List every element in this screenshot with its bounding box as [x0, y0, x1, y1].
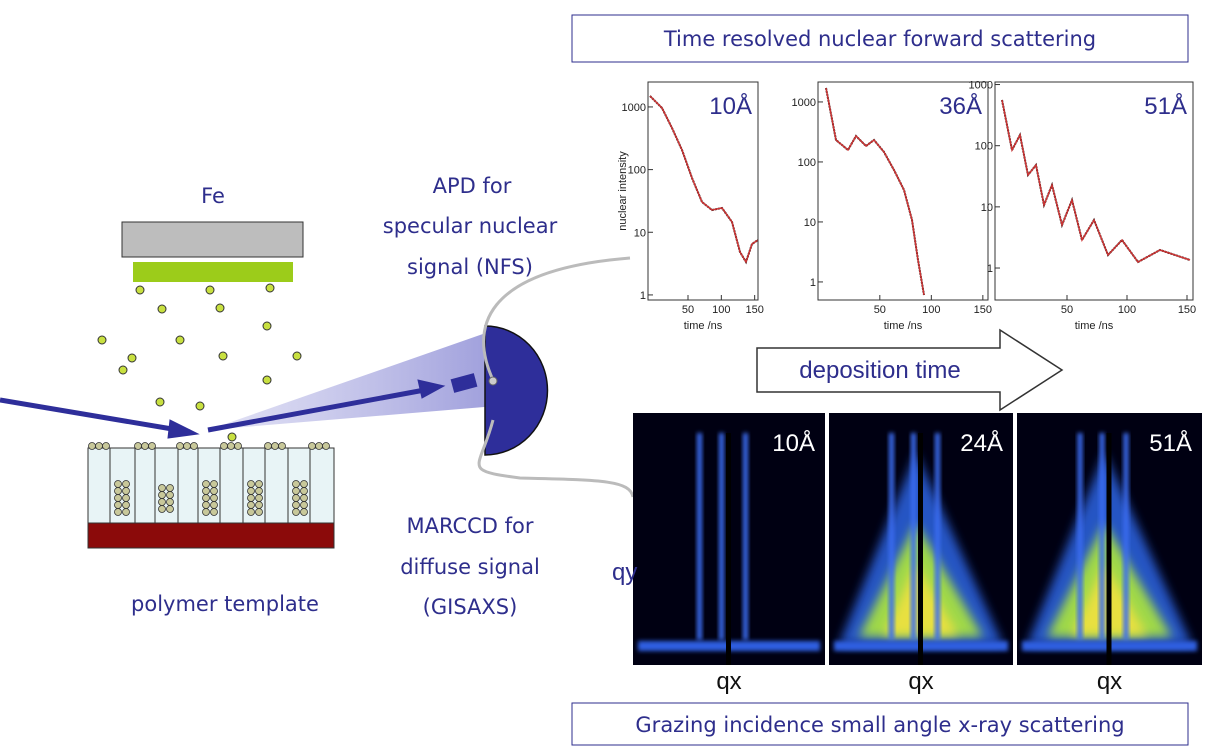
y-tick-label: 10	[634, 227, 646, 239]
y-tick-label: 100	[628, 165, 646, 177]
marccd-label: diffuse signal	[400, 555, 540, 579]
qx-label: qx	[908, 668, 933, 695]
template-label: polymer template	[131, 592, 319, 616]
streak	[889, 433, 894, 640]
thickness-label: 51Å	[1144, 92, 1187, 120]
cable	[482, 256, 631, 381]
x-tick-label: 100	[712, 304, 730, 316]
x-axis-label: time /ns	[1075, 320, 1114, 332]
apd-label: specular nuclear	[383, 214, 558, 238]
streak	[719, 433, 724, 640]
x-tick-label: 150	[745, 304, 763, 316]
y-tick-label: 1000	[622, 102, 646, 114]
x-tick-label: 150	[1178, 304, 1196, 316]
nfs-curves	[649, 87, 1191, 296]
x-axis-label: time /ns	[684, 320, 723, 332]
thickness-label: 24Å	[960, 429, 1003, 457]
thickness-label: 51Å	[1149, 429, 1192, 457]
y-tick-label: 1000	[792, 97, 816, 109]
fe-layer	[133, 262, 293, 282]
y-tick-label: 100	[798, 157, 816, 169]
title: Time resolved nuclear forward scattering	[663, 27, 1096, 51]
qx-label: qx	[716, 668, 741, 695]
polymer-template	[87, 442, 335, 549]
cable	[477, 419, 635, 498]
marccd-label: (GISAXS)	[423, 595, 518, 619]
beamstop	[726, 433, 731, 665]
thickness-label: 10Å	[772, 429, 815, 457]
thickness-label: 36Å	[939, 92, 982, 120]
source-label: Fe	[201, 184, 225, 208]
x-tick-label: 50	[682, 304, 694, 316]
deposition-label: deposition time	[799, 357, 960, 384]
x-tick-label: 50	[874, 304, 886, 316]
y-axis-label: nuclear intensity	[617, 151, 629, 231]
plot-frame	[647, 81, 759, 301]
beamstop	[1106, 433, 1112, 665]
streak	[697, 433, 702, 640]
plot-frame	[817, 81, 989, 301]
x-tick-label: 100	[1118, 304, 1136, 316]
scatter-cone	[208, 328, 508, 430]
fe-source	[121, 221, 304, 258]
caption-box	[571, 702, 1189, 746]
thickness-label: 10Å	[709, 92, 752, 120]
particles	[97, 283, 302, 442]
plot-frame	[994, 81, 1194, 301]
streak	[1123, 433, 1129, 640]
x-axis-label: time /ns	[884, 320, 923, 332]
beams	[0, 379, 446, 439]
x-tick-label: 50	[1061, 304, 1073, 316]
apd	[450, 373, 478, 393]
x-tick-label: 100	[922, 304, 940, 316]
apd-label: APD for	[433, 174, 512, 198]
streak	[743, 433, 748, 640]
qx-label: qx	[1097, 668, 1122, 695]
streak	[1099, 433, 1105, 640]
y-tick-label: 1	[987, 263, 993, 275]
connector	[488, 376, 498, 386]
y-tick-label: 10	[981, 202, 993, 214]
y-tick-label: 1	[640, 290, 646, 302]
title-box	[571, 14, 1189, 63]
detector	[484, 325, 549, 456]
caption: Grazing incidence small angle x-ray scat…	[635, 713, 1124, 737]
streak	[935, 433, 940, 640]
apd-label: signal (NFS)	[407, 255, 533, 279]
deposition-arrow	[756, 328, 1064, 412]
y-tick-label: 1000	[969, 80, 993, 92]
streak	[911, 433, 916, 640]
qy-label: qy	[612, 559, 637, 586]
x-tick-label: 150	[974, 304, 992, 316]
gisaxs-images	[633, 413, 1202, 665]
streak	[1077, 433, 1083, 640]
y-tick-label: 1	[810, 277, 816, 289]
y-tick-label: 10	[804, 217, 816, 229]
marccd-label: MARCCD for	[406, 514, 533, 538]
y-tick-label: 100	[975, 141, 993, 153]
beamstop	[918, 433, 923, 665]
